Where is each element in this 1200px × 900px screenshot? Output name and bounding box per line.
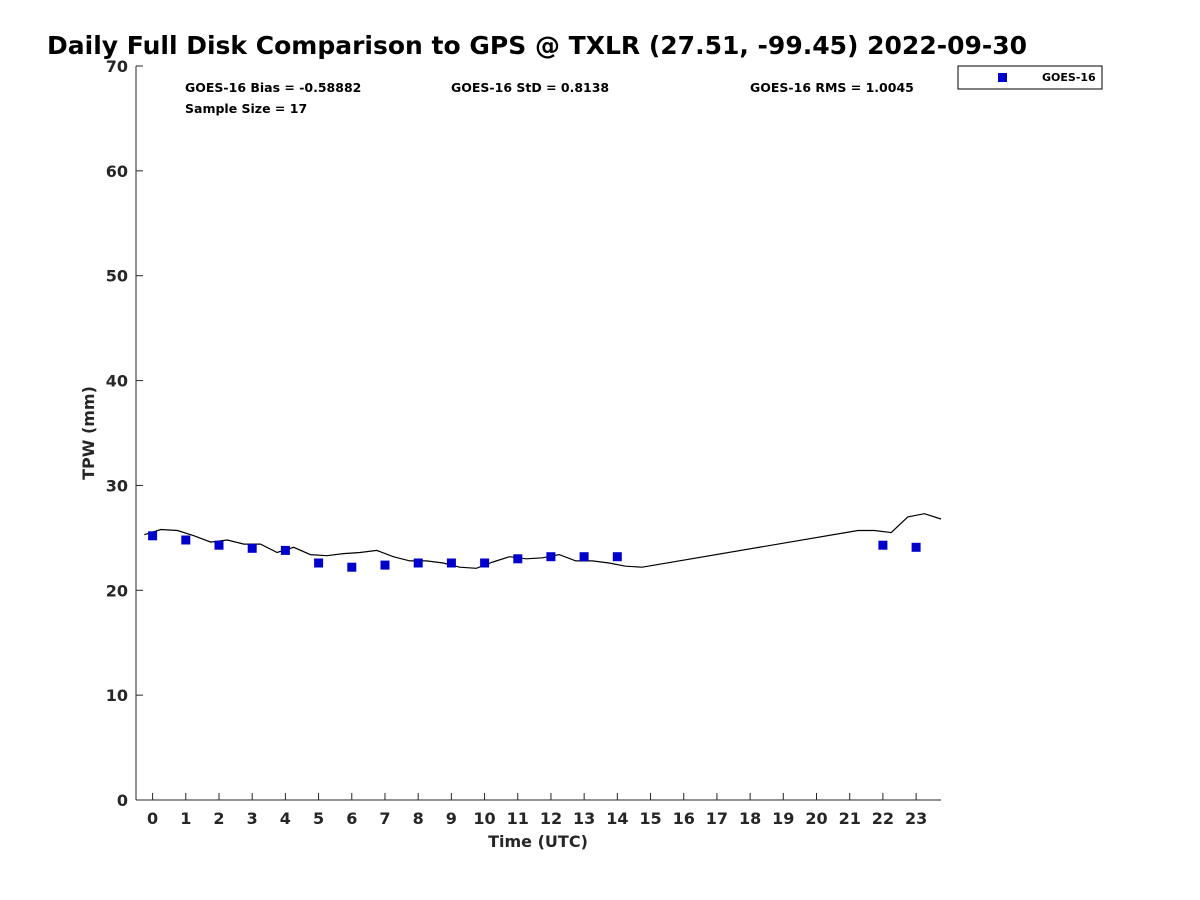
stat-std: GOES-16 StD = 0.8138 <box>451 80 609 95</box>
y-tick-label: 0 <box>117 791 128 810</box>
x-tick-label: 7 <box>379 809 390 828</box>
legend-box <box>957 65 1103 90</box>
y-tick-label: 40 <box>106 372 128 391</box>
x-tick-label: 14 <box>606 809 628 828</box>
x-tick-label: 1 <box>180 809 191 828</box>
x-tick-label: 6 <box>346 809 357 828</box>
y-tick-label: 70 <box>106 57 128 76</box>
goes16-point <box>413 558 423 568</box>
goes16-point <box>612 552 622 562</box>
stat-rms: GOES-16 RMS = 1.0045 <box>750 80 914 95</box>
x-axis-label: Time (UTC) <box>488 832 588 851</box>
goes16-point <box>878 540 888 550</box>
chart-title: Daily Full Disk Comparison to GPS @ TXLR… <box>47 31 1027 60</box>
goes16-point <box>911 542 921 552</box>
x-tick-label: 15 <box>639 809 661 828</box>
y-tick-label: 20 <box>106 581 128 600</box>
y-tick-label: 10 <box>106 686 128 705</box>
x-tick-label: 20 <box>805 809 827 828</box>
goes16-point <box>480 558 490 568</box>
gps-line <box>144 513 942 569</box>
legend-label-goes16: GOES-16 <box>1042 71 1096 84</box>
y-tick-label: 50 <box>106 267 128 286</box>
goes16-point <box>148 531 158 541</box>
x-tick-label: 21 <box>839 809 861 828</box>
x-tick-label: 3 <box>247 809 258 828</box>
goes16-point <box>579 552 589 562</box>
goes16-point <box>214 540 224 550</box>
legend: GOES-16 <box>957 65 1103 90</box>
x-tick-label: 11 <box>507 809 529 828</box>
goes16-point <box>314 558 324 568</box>
goes16-point <box>380 560 390 570</box>
x-tick-label: 4 <box>280 809 291 828</box>
legend-marker-goes16 <box>998 73 1007 82</box>
x-tick-label: 16 <box>673 809 695 828</box>
goes16-point <box>546 552 556 562</box>
x-tick-label: 0 <box>147 809 158 828</box>
stat-bias: GOES-16 Bias = -0.58882 <box>185 80 361 95</box>
goes16-point <box>513 554 523 564</box>
x-tick-label: 10 <box>473 809 495 828</box>
x-tick-label: 5 <box>313 809 324 828</box>
y-tick-label: 30 <box>106 476 128 495</box>
x-tick-label: 2 <box>213 809 224 828</box>
goes16-point <box>247 543 257 553</box>
x-tick-label: 23 <box>905 809 927 828</box>
x-tick-label: 13 <box>573 809 595 828</box>
stat-sample-size: Sample Size = 17 <box>185 101 307 116</box>
x-tick-label: 22 <box>872 809 894 828</box>
x-tick-label: 9 <box>446 809 457 828</box>
goes16-point <box>347 562 357 572</box>
goes16-point <box>181 535 191 545</box>
y-axis-label: TPW (mm) <box>79 386 98 480</box>
x-tick-label: 17 <box>706 809 728 828</box>
x-tick-label: 8 <box>413 809 424 828</box>
goes16-point <box>280 545 290 555</box>
x-tick-label: 12 <box>540 809 562 828</box>
x-tick-label: 18 <box>739 809 761 828</box>
x-tick-label: 19 <box>772 809 794 828</box>
y-tick-label: 60 <box>106 162 128 181</box>
goes16-point <box>446 558 456 568</box>
